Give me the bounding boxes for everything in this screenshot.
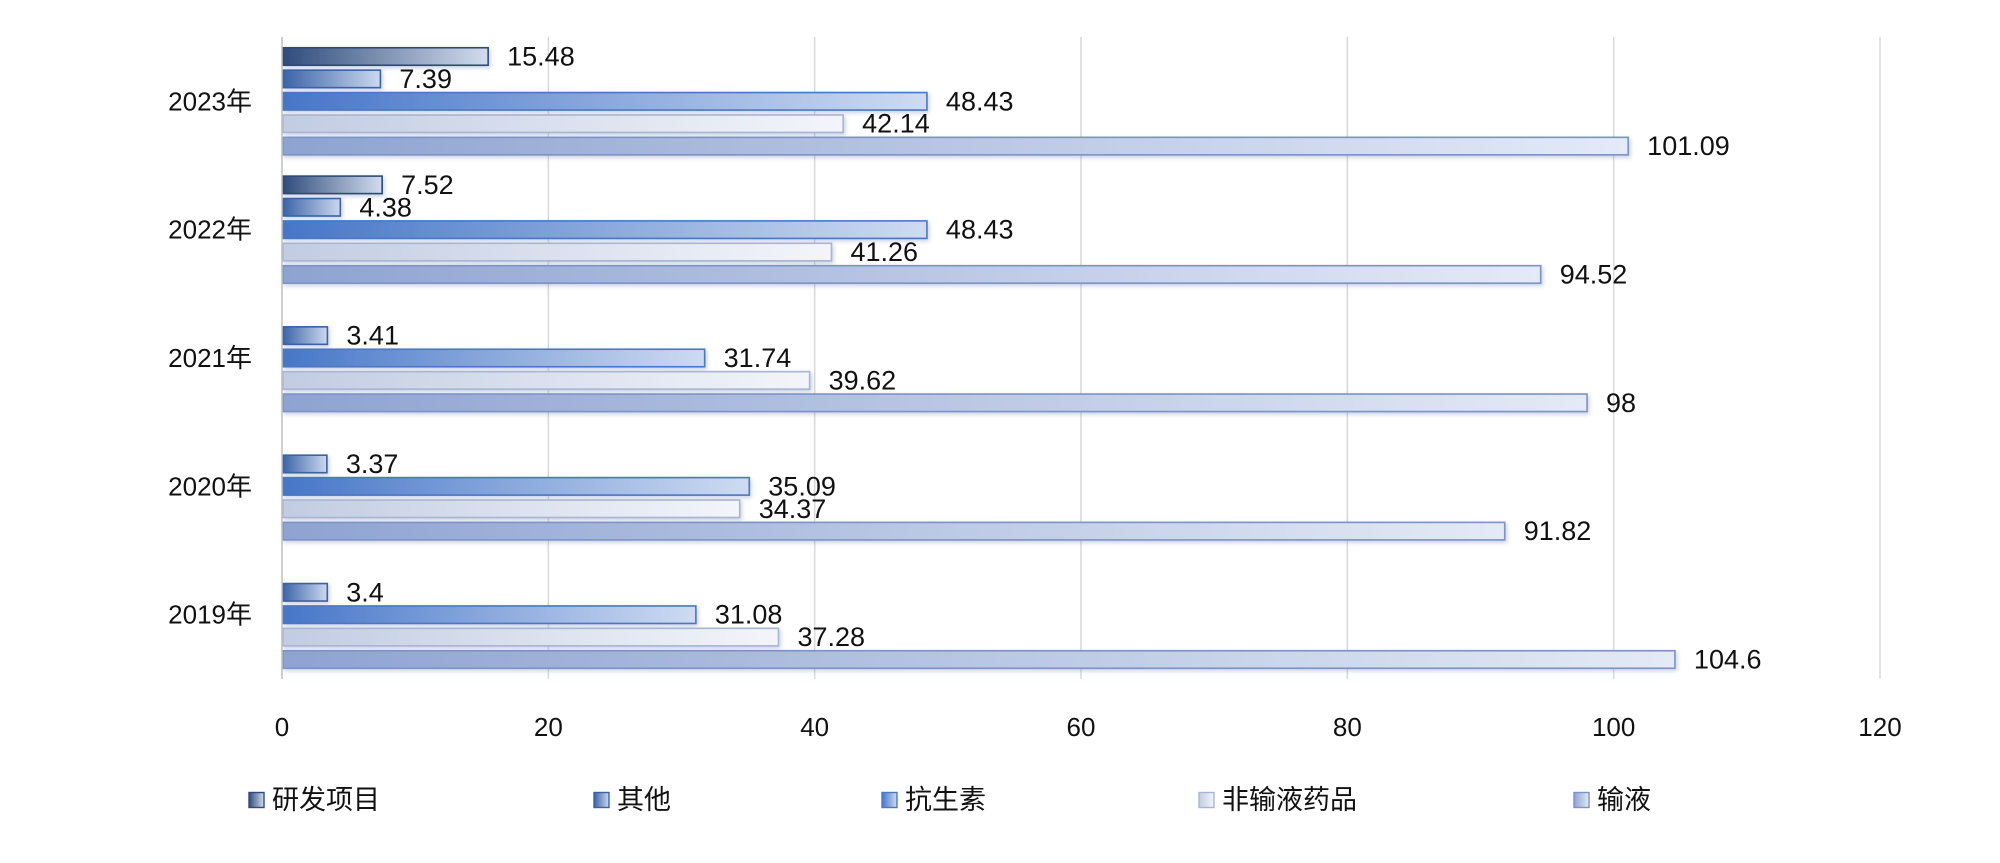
legend-marker-4 [1198, 791, 1215, 809]
axes: 0 20 40 60 80 100 120 2023年 2022年 2021年 2020年 2019年 [168, 37, 1902, 742]
bar-series3-2019 [281, 605, 697, 625]
data-label-series1-2022: 7.52 [401, 170, 454, 200]
y-axis-label-2021: 2021年 [168, 343, 252, 373]
data-label-series5-2021: 98 [1606, 388, 1636, 418]
bar-series4-2022 [281, 242, 833, 262]
legend-label-4: 非输液药品 [1222, 785, 1357, 815]
data-label-series4-2019: 37.28 [797, 622, 865, 652]
x-tick-label-60: 60 [1067, 712, 1096, 742]
bar-series2-2023 [281, 69, 382, 89]
data-label-series3-2021: 31.74 [724, 343, 792, 373]
data-label-series3-2023: 48.43 [946, 86, 1014, 116]
data-label-series2-2019: 3.4 [346, 577, 384, 607]
data-label-series3-2019: 31.08 [715, 600, 783, 630]
data-label-series4-2023: 42.14 [862, 109, 930, 139]
x-tick-label-20: 20 [534, 712, 563, 742]
bar-series3-2023 [281, 91, 928, 111]
bar-series1-2022 [281, 175, 383, 195]
data-label-series2-2021: 3.41 [346, 321, 399, 351]
data-label-series3-2022: 48.43 [946, 215, 1014, 245]
data-label-series3-2020: 35.09 [768, 471, 836, 501]
bar-series5-2023 [281, 136, 1629, 156]
bar-series2-2020 [281, 454, 328, 474]
y-axis-label-2019: 2019年 [168, 600, 252, 630]
legend-label-5: 输液 [1597, 785, 1651, 815]
bar-series3-2020 [281, 476, 751, 496]
data-label-series4-2020: 34.37 [759, 494, 827, 524]
legend-marker-1 [248, 791, 265, 809]
data-labels: 15.48 7.39 48.43 42.14 101.09 7.524.38 48.43 41… [346, 42, 1762, 675]
y-axis-label-2020: 2020年 [168, 471, 252, 501]
legend-item-4: 非输液药品 [1198, 785, 1357, 815]
bars [281, 46, 1676, 670]
bar-series1-2023 [281, 46, 489, 67]
bar-series5-2021 [281, 393, 1588, 413]
legend: 研发项目 其他 抗生素 非输液药品 输液 [248, 785, 1651, 815]
x-tick-label-100: 100 [1592, 712, 1635, 742]
bar-series3-2022 [281, 220, 928, 240]
bar-series4-2021 [281, 370, 811, 390]
legend-marker-2 [593, 791, 610, 809]
legend-item-2: 其他 [593, 785, 671, 815]
bar-series5-2020 [281, 521, 1506, 541]
y-axis-label-2022: 2022年 [168, 215, 252, 245]
bar-series4-2019 [281, 627, 780, 647]
x-tick-label-0: 0 [275, 712, 289, 742]
x-tick-label-80: 80 [1333, 712, 1362, 742]
bar-series2-2022 [281, 197, 342, 217]
bar-series2-2019 [281, 582, 329, 602]
data-label-series5-2022: 94.52 [1560, 259, 1628, 289]
legend-item-3: 抗生素 [881, 785, 986, 815]
legend-marker-5 [1573, 791, 1590, 809]
bar-series4-2023 [281, 114, 844, 134]
bar-series5-2019 [281, 649, 1676, 670]
x-tick-label-40: 40 [800, 712, 829, 742]
data-label-series5-2019: 104.6 [1694, 645, 1762, 675]
bar-series4-2020 [281, 499, 741, 519]
legend-item-1: 研发项目 [248, 785, 380, 815]
y-axis-label-2023: 2023年 [168, 86, 252, 116]
data-label-series1-2023: 15.48 [507, 42, 575, 72]
data-label-series5-2020: 91.82 [1524, 516, 1592, 546]
bar-series2-2021 [281, 326, 329, 346]
data-label-series5-2023: 101.09 [1647, 131, 1730, 161]
legend-label-2: 其他 [617, 785, 671, 815]
legend-label-3: 抗生素 [905, 785, 986, 815]
legend-marker-3 [881, 791, 898, 809]
x-tick-label-120: 120 [1858, 712, 1901, 742]
bar-series5-2022 [281, 264, 1542, 285]
data-label-series2-2023: 7.39 [399, 64, 452, 94]
legend-item-5: 输液 [1573, 785, 1651, 815]
data-label-series2-2022: 4.38 [359, 192, 412, 222]
data-label-series2-2020: 3.37 [346, 449, 399, 479]
data-label-series4-2022: 41.26 [850, 237, 918, 267]
bar-series3-2021 [281, 348, 706, 368]
data-label-series4-2021: 39.62 [829, 365, 897, 395]
legend-label-1: 研发项目 [272, 785, 380, 815]
